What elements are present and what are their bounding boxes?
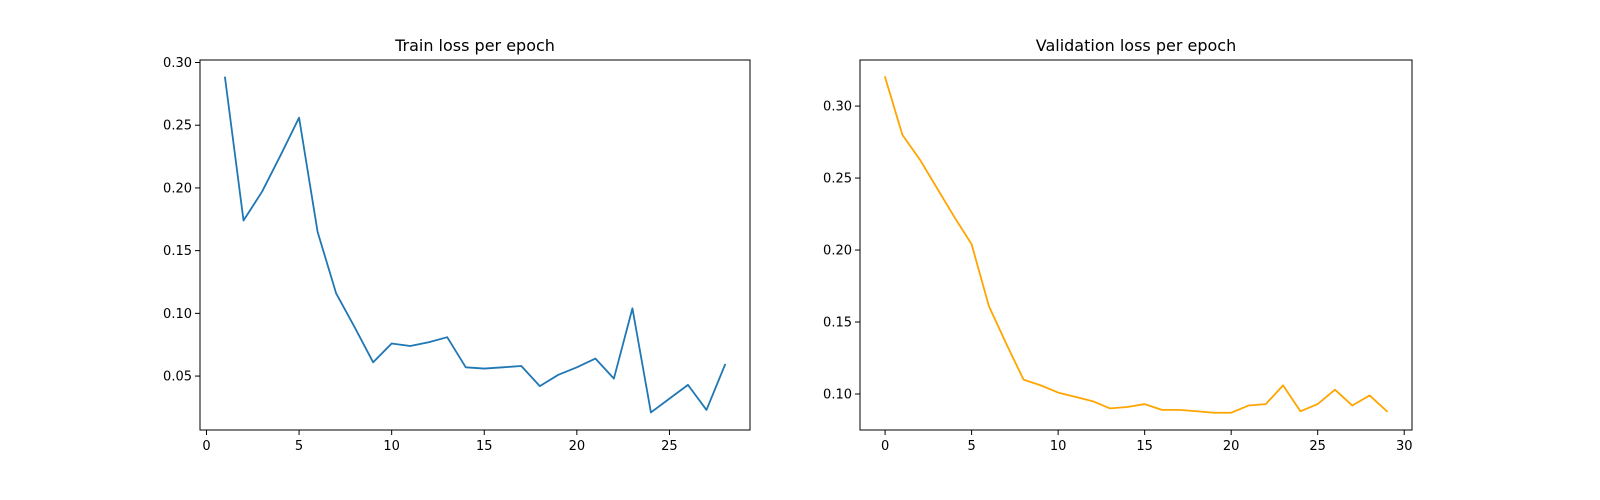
train-loss-xtick-label: 5	[295, 439, 303, 454]
train-loss-chart: Train loss per epoch 0 5 10 15 20 250.050.100…	[163, 36, 751, 454]
train-loss-xtick-label: 10	[383, 439, 400, 454]
validation-loss-axes-frame	[859, 59, 1413, 431]
train-loss-xtick-label: 20	[569, 439, 586, 454]
validation-loss-title: Validation loss per epoch	[1036, 36, 1236, 55]
validation-loss-series-line	[883, 76, 1389, 414]
train-loss-ticks: 0 5 10 15 20 25 0.05 0.10 0.15 0.20 0.25 0.30	[163, 56, 678, 454]
train-loss-ytick-label: 0.25	[163, 119, 192, 134]
validation-loss-xtick-label: 30	[1396, 439, 1413, 454]
train-loss-title: Train loss per epoch	[394, 36, 555, 55]
validation-loss-xtick-label: 0	[881, 439, 889, 454]
validation-loss-ytick-label: 0.20	[823, 244, 852, 259]
train-loss-xtick-label: 15	[476, 439, 493, 454]
validation-loss-ytick-label: 0.30	[823, 100, 852, 115]
validation-loss-xtick-label: 20	[1223, 439, 1240, 454]
train-loss-ytick-label: 0.15	[163, 244, 192, 259]
train-loss-ytick-label: 0.30	[163, 56, 192, 71]
train-loss-series-line	[223, 76, 727, 414]
train-loss-xtick-label: 0	[202, 439, 210, 454]
validation-loss-xtick-label: 15	[1136, 439, 1153, 454]
validation-loss-ytick-label: 0.15	[823, 316, 852, 331]
validation-loss-xtick-label: 25	[1309, 439, 1326, 454]
train-loss-lines	[223, 76, 727, 414]
validation-loss-xtick-label: 10	[1050, 439, 1067, 454]
train-loss-axes-frame	[199, 59, 751, 431]
validation-loss-ytick-label: 0.25	[823, 172, 852, 187]
validation-loss-ytick-label: 0.10	[823, 388, 852, 403]
train-loss-ytick-label: 0.20	[163, 181, 192, 196]
validation-loss-ticks: 0 5 10 15 20 25 30 0.10 0.15 0.20 0.25 0.30	[823, 100, 1412, 454]
train-loss-xtick-label: 25	[661, 439, 678, 454]
validation-loss-xtick-label: 5	[967, 439, 975, 454]
train-loss-ytick-label: 0.10	[163, 307, 192, 322]
train-loss-ytick-label: 0.05	[163, 370, 192, 385]
validation-loss-lines	[883, 76, 1389, 414]
validation-loss-chart: Validation loss per epoch 0 5 10 15 20 25 30 0.…	[823, 36, 1413, 454]
